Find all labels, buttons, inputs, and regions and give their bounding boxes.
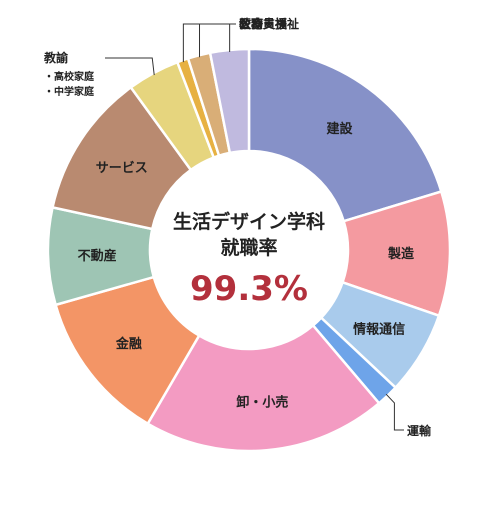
center-title-line2: 就職率 — [220, 236, 277, 259]
slice-12-leader-line — [229, 23, 236, 52]
slice-11-leader-line — [199, 23, 236, 58]
slice-8-label: サービス — [96, 160, 148, 176]
slice-9-label: 教諭 — [43, 50, 69, 65]
slice-9-sub-item-1: ・高校家庭 — [44, 70, 95, 83]
slice-12-label: 公務員 — [239, 16, 275, 31]
slice-2-label: 製造 — [387, 246, 415, 262]
slice-7-label: 不動産 — [78, 248, 117, 264]
slice-1-label: 建設 — [326, 121, 353, 137]
slice-5-wedge — [146, 323, 381, 453]
slice-1-wedge — [247, 47, 443, 223]
slice-11-label: 医療・福祉 — [239, 16, 299, 31]
slice-9-leader-line — [105, 57, 155, 76]
slice-10-label: 教育支援 — [238, 16, 288, 31]
slices-layer — [46, 47, 452, 453]
center-hole — [151, 152, 347, 348]
center-label: 生活デザイン学科 就職率 99.3% — [151, 152, 347, 348]
slice-12-wedge — [208, 47, 251, 155]
slice-5-label: 卸・小売 — [236, 394, 288, 410]
center-title-line1: 生活デザイン学科 — [173, 210, 325, 233]
slice-4-leader-line — [385, 393, 404, 431]
slice-9-sub-item-2: ・中学家庭 — [44, 85, 95, 98]
slice-4-label: 運輸 — [407, 423, 432, 438]
slice-3-label: 情報通信 — [353, 322, 405, 338]
slice-6-label: 金融 — [115, 336, 142, 352]
center-rate-value: 99.3% — [190, 269, 308, 309]
